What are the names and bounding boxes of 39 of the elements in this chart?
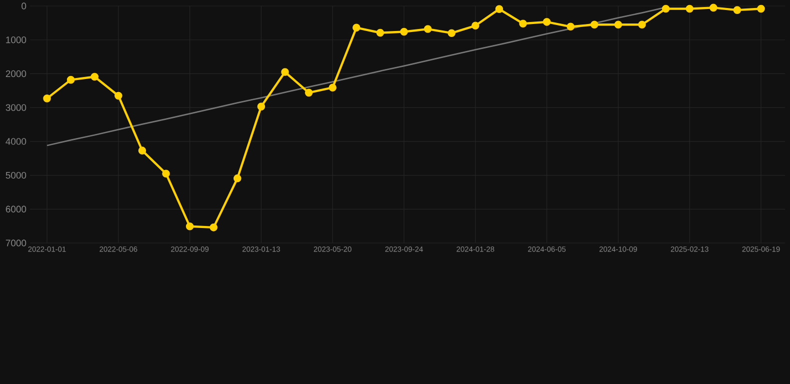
point <box>686 4 694 13</box>
point <box>400 28 408 36</box>
point <box>733 6 742 14</box>
y-tick-label: 2000 <box>6 70 26 78</box>
point <box>495 5 504 13</box>
y-tick-label: 0 <box>22 2 26 10</box>
point <box>614 20 622 29</box>
point <box>328 84 337 92</box>
point <box>757 4 765 13</box>
point <box>448 29 456 37</box>
point <box>472 22 480 30</box>
point <box>43 94 51 102</box>
point <box>424 25 432 33</box>
y-tick-label: 3000 <box>6 104 26 111</box>
point <box>66 76 75 84</box>
point <box>638 20 646 29</box>
point <box>662 4 670 13</box>
point <box>281 68 289 76</box>
point <box>186 222 194 230</box>
y-tick-label: 7000 <box>6 240 26 246</box>
point <box>566 22 575 31</box>
point <box>710 4 718 12</box>
point <box>257 102 266 110</box>
point <box>376 28 384 37</box>
y-tick-label: 5000 <box>6 172 26 179</box>
point <box>90 72 99 81</box>
point <box>304 88 313 97</box>
point <box>590 20 598 29</box>
point <box>162 170 170 178</box>
point <box>352 24 360 32</box>
point <box>138 146 146 154</box>
point <box>519 20 527 28</box>
point <box>210 224 218 232</box>
y-tick-label: 6000 <box>6 206 26 212</box>
point <box>234 174 242 182</box>
y-tick-label: 4000 <box>6 138 26 145</box>
point <box>542 18 551 26</box>
y-tick-label: 1000 <box>6 36 26 44</box>
point <box>114 92 122 100</box>
